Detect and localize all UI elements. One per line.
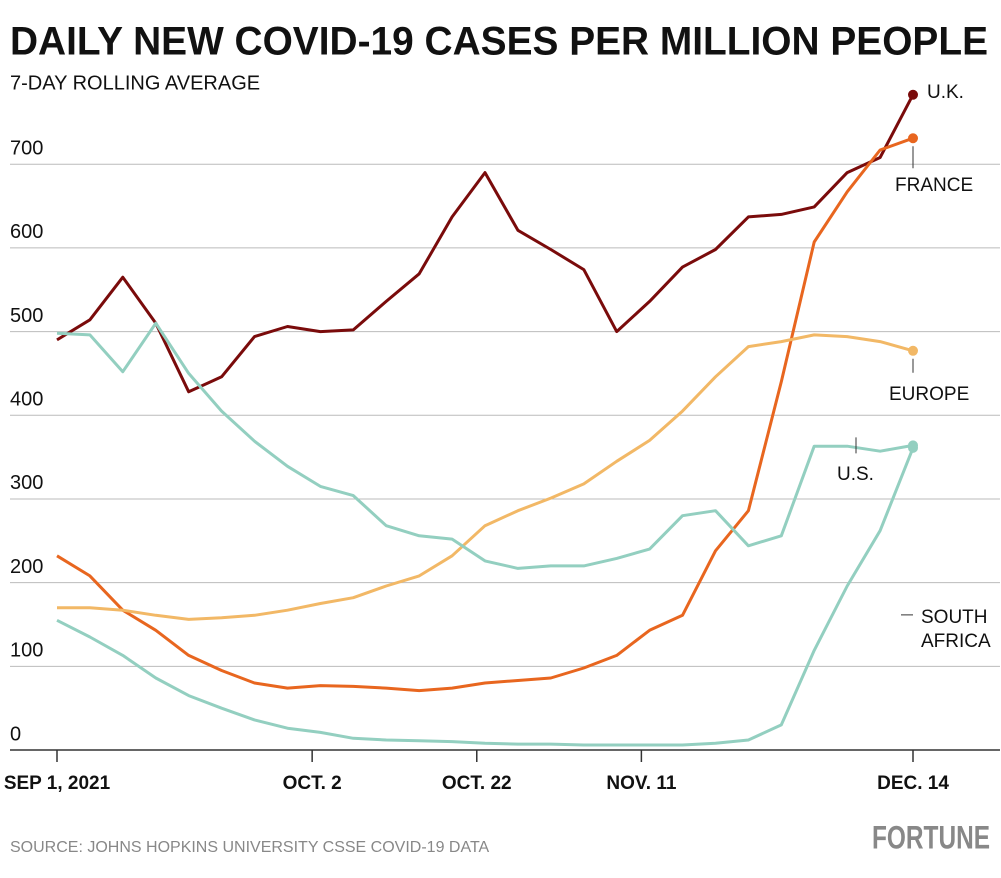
series-label: U.S. — [837, 464, 874, 486]
x-tick-label: OCT. 2 — [283, 773, 342, 794]
end-dot — [908, 442, 918, 453]
y-tick-label: 500 — [10, 305, 43, 327]
series-label: FRANCE — [895, 175, 974, 197]
series-label: SOUTH AFRICA — [921, 606, 991, 652]
end-dot — [908, 89, 918, 100]
x-tick-label: OCT. 22 — [442, 773, 512, 794]
series-label: EUROPE — [889, 383, 970, 405]
end-dot — [908, 345, 918, 356]
series-line — [56, 321, 914, 570]
series-line — [57, 333, 914, 621]
brand: FORTUNE — [872, 819, 990, 855]
y-tick-label: 100 — [10, 640, 43, 662]
subtitle: 7-DAY ROLLING AVERAGE — [10, 72, 260, 94]
y-tick-label: 200 — [10, 556, 43, 578]
y-tick-label: 600 — [10, 221, 43, 243]
chart-title: DAILY NEW COVID-19 CASES PER MILLION PEO… — [10, 20, 988, 64]
y-tick-label: 400 — [10, 389, 43, 411]
x-tick-label: SEP 1, 2021 — [4, 773, 111, 794]
y-tick-label: 300 — [10, 472, 43, 494]
series-line — [56, 136, 914, 693]
y-tick-label: 700 — [10, 137, 43, 159]
y-tick-label: 0 — [10, 723, 21, 745]
series-line — [56, 447, 915, 747]
x-tick-label: NOV. 11 — [606, 773, 677, 794]
end-dot — [908, 133, 918, 144]
series-line — [56, 94, 915, 394]
series-label: U.K. — [927, 81, 964, 103]
x-tick-label: DEC. 14 — [877, 773, 949, 794]
source: SOURCE: JOHNS HOPKINS UNIVERSITY CSSE CO… — [10, 839, 490, 856]
